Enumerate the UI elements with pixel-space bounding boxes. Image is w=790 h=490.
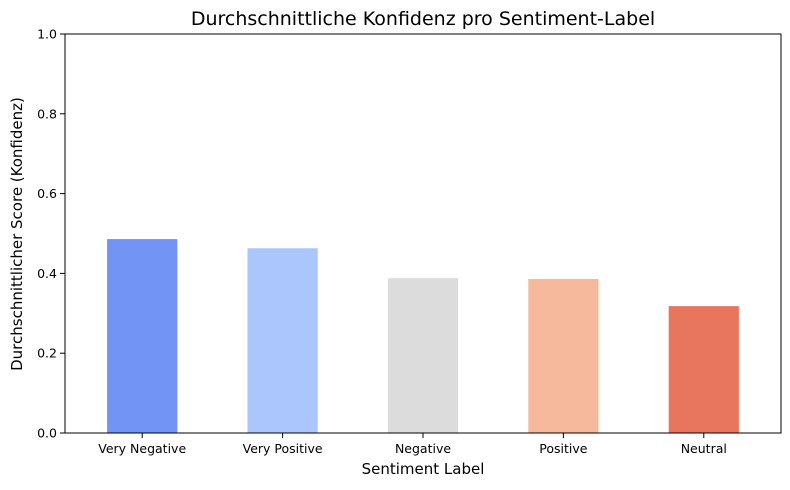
chart-title: Durchschnittliche Konfidenz pro Sentimen… bbox=[191, 8, 655, 30]
y-axis-label: Durchschnittlicher Score (Konfidenz) bbox=[8, 97, 26, 371]
bar-negative bbox=[387, 278, 459, 433]
bar-positive bbox=[528, 278, 599, 433]
x-axis: Very Negative Very Positive Negative Positi… bbox=[98, 433, 727, 456]
bars-group bbox=[107, 239, 739, 433]
y-axis: 0.0 0.2 0.4 0.6 0.8 1.0 bbox=[37, 27, 65, 441]
x-tick-label: Neutral bbox=[681, 441, 727, 456]
x-tick-label: Very Negative bbox=[98, 441, 186, 456]
y-tick-label: 1.0 bbox=[37, 27, 57, 42]
x-tick-label: Positive bbox=[539, 441, 587, 456]
x-axis-label: Sentiment Label bbox=[362, 460, 485, 478]
y-tick-label: 0.2 bbox=[37, 346, 57, 361]
x-tick-label: Negative bbox=[395, 441, 451, 456]
plot-frame bbox=[64, 33, 782, 434]
y-tick-label: 0.8 bbox=[37, 106, 57, 121]
y-tick-label: 0.6 bbox=[37, 186, 57, 201]
bar-very-negative bbox=[107, 239, 178, 433]
y-tick-label: 0.0 bbox=[37, 426, 57, 441]
y-tick-label: 0.4 bbox=[37, 266, 57, 281]
bar-neutral bbox=[668, 306, 739, 433]
x-tick-label: Very Positive bbox=[243, 441, 323, 456]
bar-very-positive bbox=[247, 248, 318, 433]
